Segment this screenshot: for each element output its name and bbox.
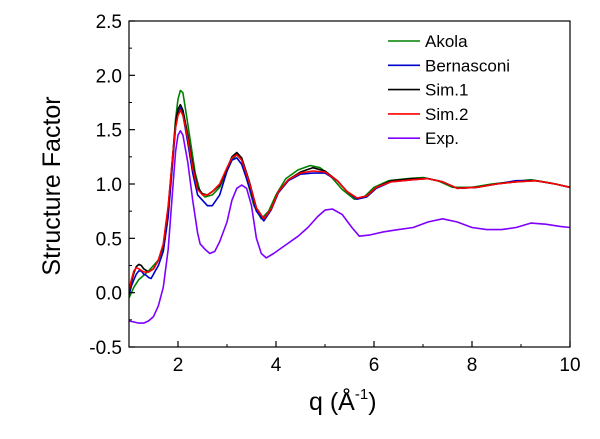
legend-label-bernasconi: Bernasconi	[425, 56, 510, 75]
y-tick-label: 1.5	[96, 121, 122, 142]
x-tick-label: 2	[173, 355, 184, 376]
y-tick-label: 0.0	[96, 284, 122, 305]
series-line-sim-2	[129, 109, 570, 291]
y-tick-label: 2.5	[96, 12, 122, 33]
x-axis-title-close: )	[368, 388, 376, 416]
legend-label-sim-1: Sim.1	[425, 81, 468, 100]
legend-label-exp: Exp.	[425, 129, 459, 148]
y-tick-label: 2.0	[96, 66, 122, 87]
x-axis-title: q (Å-1)	[309, 386, 377, 416]
series-line-sim-1	[129, 103, 570, 293]
y-axis-title: Structure Factor	[38, 96, 66, 275]
x-tick-label: 6	[369, 355, 380, 376]
x-axis-title-main: q (Å	[309, 386, 355, 416]
legend-label-sim-2: Sim.2	[425, 105, 468, 124]
y-tick-label: -0.5	[89, 338, 122, 359]
x-axis-title-superscript: -1	[355, 386, 368, 403]
x-tick-label: 8	[467, 355, 478, 376]
axis-ticks: 2 4 6 8 10 -0.5 0.0 0.5 1.0 1.5 2.0 2.5	[89, 12, 580, 376]
legend: Akola Bernasconi Sim.1 Sim.2 Exp.	[388, 32, 510, 148]
series-line-exp	[129, 130, 570, 324]
legend-label-akola: Akola	[425, 32, 468, 51]
y-tick-label: 1.0	[96, 175, 122, 196]
plot-series-group	[129, 89, 570, 324]
x-tick-label: 10	[559, 355, 580, 376]
y-tick-label: 0.5	[96, 229, 122, 250]
x-tick-label: 4	[271, 355, 282, 376]
series-line-bernasconi	[129, 107, 570, 296]
